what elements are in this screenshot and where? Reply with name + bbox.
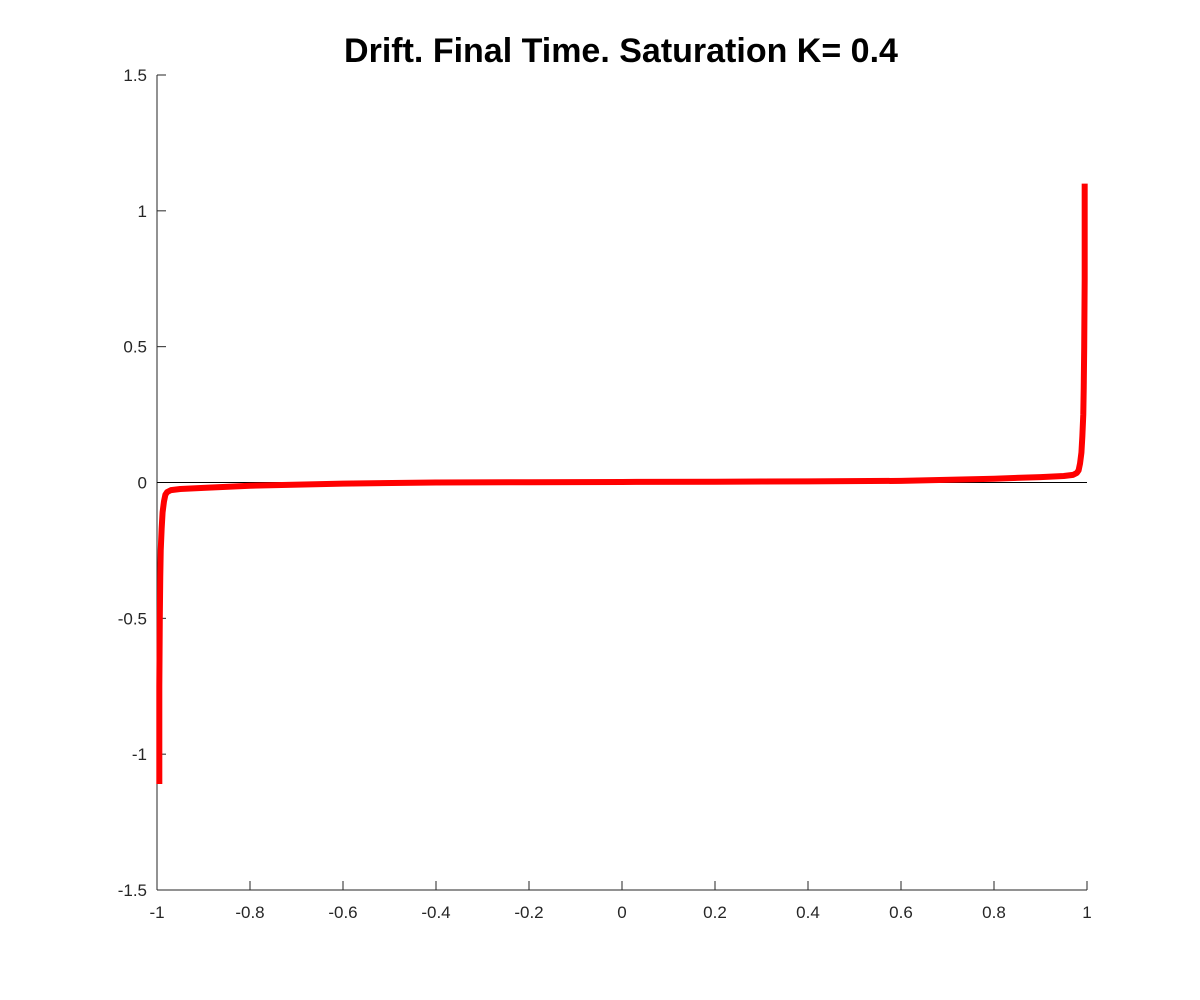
y-tick-label: 1 (138, 202, 147, 221)
x-tick-label: -0.8 (235, 903, 264, 922)
x-tick-label: -0.6 (328, 903, 357, 922)
series-line-0 (156, 183, 1088, 785)
x-tick-label: -1 (149, 903, 164, 922)
x-tick-label: 0 (617, 903, 626, 922)
y-tick-label: 1.5 (123, 66, 147, 85)
y-tick-label: -0.5 (118, 609, 147, 628)
x-tick-label: 0.2 (703, 903, 727, 922)
y-tick-label: 0 (138, 474, 147, 493)
axes: -1 -0.8 -0.6 -0.4 -0.2 0 0.2 0.4 0.6 0.8 1-1.5-1-0… (118, 66, 1092, 922)
chart-title: Drift. Final Time. Saturation K= 0.4 (344, 32, 898, 70)
x-tick-label: -0.4 (421, 903, 450, 922)
plot-area (156, 183, 1088, 785)
x-tick-label: -0.2 (514, 903, 543, 922)
x-tick-label: 0.6 (889, 903, 913, 922)
x-tick-label: 0.4 (796, 903, 820, 922)
x-tick-label: 1 (1082, 903, 1091, 922)
y-tick-label: -1 (132, 745, 147, 764)
y-tick-label: 0.5 (123, 338, 147, 357)
x-tick-label: 0.8 (982, 903, 1006, 922)
y-tick-label: -1.5 (118, 881, 147, 900)
